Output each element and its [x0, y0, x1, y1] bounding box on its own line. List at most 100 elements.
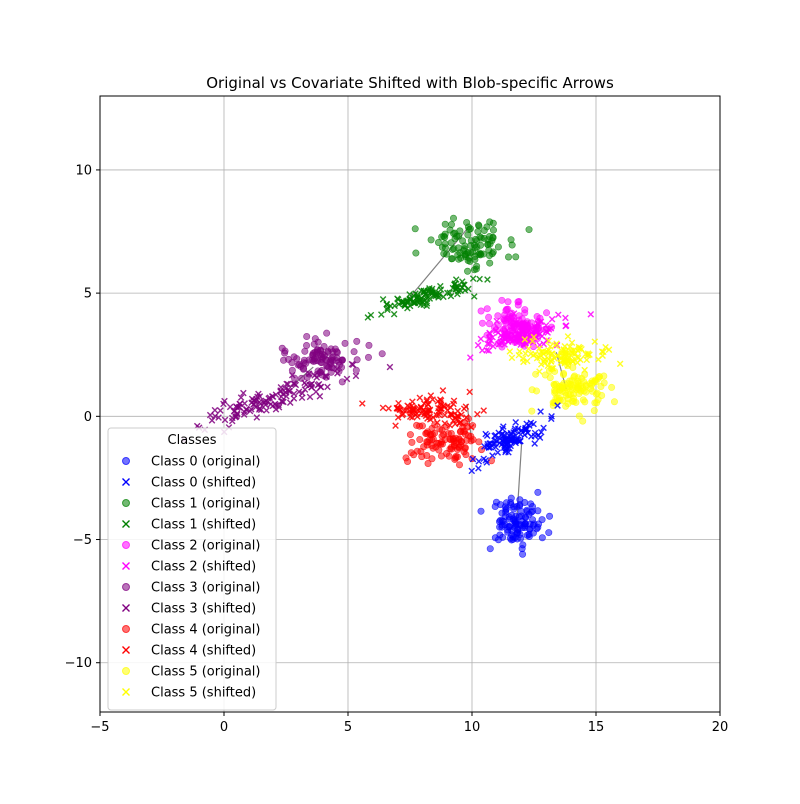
class-1-original-point	[427, 236, 435, 244]
class-5-shifted-point	[537, 361, 545, 368]
class-0-shifted-point	[531, 432, 539, 440]
class-3-original-point	[338, 378, 346, 386]
class-2-shifted-point	[493, 317, 501, 325]
class-0-shifted-point	[469, 455, 477, 463]
class-2-original-point	[514, 298, 522, 306]
class-4-shifted-point	[422, 408, 429, 416]
class-2-original-point	[504, 298, 512, 306]
class-4-original-point	[475, 438, 483, 446]
class-1-original-point	[489, 233, 497, 241]
class-3-original-point	[352, 366, 360, 374]
class-2-shifted-point	[548, 315, 556, 323]
class-0-original-point	[545, 529, 553, 537]
class-0-original-point	[507, 500, 515, 508]
x-tick-label: −5	[90, 720, 109, 735]
class-1-shifted-point	[416, 298, 424, 306]
class-5-original-point	[580, 387, 588, 395]
class-4-shifted-point	[395, 405, 403, 412]
class-0-original-point	[491, 502, 499, 510]
class-5-original-point	[575, 412, 583, 420]
class-1-original-point	[464, 267, 472, 275]
class-2-shifted-point	[543, 337, 551, 344]
class-3-original-point	[323, 329, 331, 337]
class-3-original-point	[353, 356, 361, 364]
legend-marker-original	[122, 625, 130, 633]
class-2-shifted-point	[512, 319, 520, 326]
class-0-shifted-point	[475, 465, 482, 472]
class-3-shifted-point	[237, 394, 245, 401]
class-0-shifted-point	[506, 437, 514, 445]
data-points	[180, 214, 624, 558]
class-1-shifted-point	[364, 314, 372, 321]
class-0-original-point	[534, 507, 542, 515]
class-1-shifted-point	[421, 296, 429, 304]
class-1-shifted-point	[400, 298, 407, 306]
class-4-shifted-point	[407, 413, 414, 420]
class-2-shifted-point	[486, 330, 494, 338]
class-5-original-point	[591, 399, 599, 407]
class-2-shifted-point	[487, 337, 495, 345]
class-3-shifted-point	[290, 380, 297, 387]
class-0-original-point	[486, 545, 494, 553]
class-4-shifted-point	[414, 413, 421, 420]
class-5-original-point	[559, 371, 567, 379]
class-5-shifted-point	[574, 354, 582, 362]
class-3-shifted-point	[241, 408, 248, 416]
class-3-shifted-point	[243, 405, 250, 413]
class-0-original-point	[477, 507, 485, 515]
class-5-shifted-point	[616, 360, 624, 368]
class-0-original-point	[505, 513, 513, 521]
class-3-shifted-point	[283, 380, 290, 388]
x-tick-label: 5	[344, 720, 352, 735]
class-2-shifted-point	[554, 311, 562, 319]
class-1-shifted-point	[447, 292, 455, 300]
class-0-original-point	[511, 518, 519, 526]
class-2-shifted-point	[513, 339, 521, 346]
legend-marker-shifted	[122, 646, 130, 654]
class-0-shifted-point	[475, 458, 483, 465]
class-3-shifted-point	[288, 371, 296, 379]
legend-entry-label: Class 2 (original)	[151, 539, 260, 554]
class-4-shifted-point	[394, 405, 401, 413]
class-3-shifted-point	[279, 398, 286, 405]
legend-marker-original	[122, 499, 130, 507]
class-1-shifted-point	[461, 281, 468, 289]
class-4-original-point	[406, 431, 414, 439]
class-2-original-point	[504, 305, 512, 313]
class-0-shifted-point	[531, 440, 538, 447]
class-1-shifted-point	[476, 275, 483, 283]
class-5-original-point	[566, 391, 574, 399]
class-4-original-point	[408, 438, 416, 446]
legend-entry-label: Class 5 (original)	[151, 665, 260, 680]
class-0-original-point	[499, 533, 507, 541]
class-5-original-point	[551, 386, 559, 394]
class-3-original-point	[353, 337, 361, 345]
class-5-shifted-point	[516, 347, 523, 355]
class-4-shifted-point	[446, 421, 454, 429]
class-5-shifted-point	[569, 349, 576, 357]
class-0-shifted-point	[504, 430, 511, 437]
class-3-original-point	[278, 344, 286, 352]
class-2-shifted-point	[542, 328, 550, 335]
class-4-shifted-point	[480, 407, 488, 414]
class-1-original-point	[450, 245, 458, 253]
legend-entry-label: Class 2 (shifted)	[151, 560, 256, 575]
class-4-original-point	[438, 432, 446, 440]
legend-marker-original	[122, 667, 130, 675]
class-4-original-point	[428, 455, 436, 463]
class-5-shifted-point	[600, 348, 607, 356]
class-4-shifted-point	[462, 403, 470, 410]
class-3-shifted-point	[250, 400, 258, 408]
class-5-original-point	[558, 384, 566, 392]
class-3-shifted-point	[240, 389, 247, 397]
y-tick-label: 0	[84, 410, 92, 425]
class-5-original-point	[570, 373, 578, 381]
class-0-shifted-point	[511, 425, 519, 432]
class-0-shifted-point	[511, 438, 519, 446]
class-4-original-point	[467, 432, 475, 440]
class-3-shifted-point	[253, 414, 261, 421]
class-1-original-point	[440, 232, 448, 240]
class-1-original-point	[480, 227, 488, 235]
class-1-original-point	[460, 247, 468, 255]
legend-marker-shifted	[122, 520, 130, 528]
